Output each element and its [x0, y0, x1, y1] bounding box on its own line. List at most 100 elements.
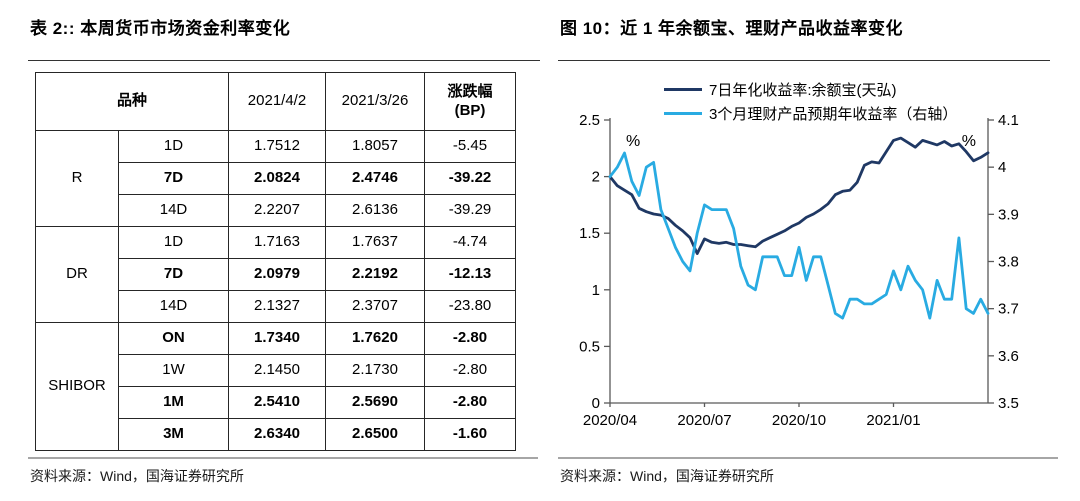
legend-item-yuebao: 7日年化收益率:余额宝(天弘): [664, 77, 957, 101]
table-row: 1M 2.5410 2.5690 -2.80: [36, 386, 516, 419]
tenor-cell: 1W: [118, 354, 229, 387]
rates-table: 品种 2021/4/2 2021/3/26 涨跌幅 (BP) R 1D 1.7512 1.805…: [35, 72, 516, 451]
y-left-tick-label: 2: [592, 169, 600, 186]
source-rule-right: [558, 457, 1058, 459]
tenor-cell: 1M: [118, 386, 229, 419]
source-text-left: 资料来源：Wind，国海证券研究所: [30, 468, 244, 484]
change-cell: -2.80: [424, 354, 516, 387]
table-row: 7D 2.0979 2.2192 -12.13: [36, 258, 516, 291]
table-row: 14D 2.2207 2.6136 -39.29: [36, 194, 516, 227]
change-cell: -4.74: [424, 226, 516, 259]
header-date-current: 2021/4/2: [228, 72, 326, 131]
value-previous-cell: 2.4746: [325, 162, 425, 195]
change-cell: -5.45: [424, 130, 516, 163]
tenor-cell: 7D: [118, 162, 229, 195]
source-text-right: 资料来源：Wind，国海证券研究所: [560, 468, 774, 484]
change-cell: -39.29: [424, 194, 516, 227]
value-current-cell: 2.6340: [228, 418, 326, 451]
legend-line-navy-icon: [664, 87, 702, 91]
value-previous-cell: 2.6500: [325, 418, 425, 451]
value-current-cell: 2.0824: [228, 162, 326, 195]
change-cell: -39.22: [424, 162, 516, 195]
value-current-cell: 1.7340: [228, 322, 326, 355]
rates-table-wrap: 品种 2021/4/2 2021/3/26 涨跌幅 (BP) R 1D 1.7512 1.805…: [35, 72, 516, 451]
x-tick-label: 2020/10: [772, 412, 826, 429]
value-current-cell: 2.2207: [228, 194, 326, 227]
group-cell-dr: DR: [35, 226, 119, 323]
y-left-tick-label: 1.5: [579, 225, 600, 242]
value-previous-cell: 1.7637: [325, 226, 425, 259]
series-line-1: [608, 151, 990, 320]
value-previous-cell: 1.8057: [325, 130, 425, 163]
yield-line-chart: 0 0.5 1 1.5 2 2.5 3.5 3.6 3.7 3.8 3.9 4 4.1 2020/04 20…: [579, 112, 1019, 429]
tenor-cell: 1D: [118, 130, 229, 163]
legend-label-yuebao: 7日年化收益率:余额宝(天弘): [709, 81, 897, 99]
value-previous-cell: 2.6136: [325, 194, 425, 227]
value-previous-cell: 2.3707: [325, 290, 425, 323]
chart-legend: 7日年化收益率:余额宝(天弘) 3个月理财产品预期年收益率（右轴）: [664, 77, 957, 125]
change-cell: -2.80: [424, 386, 516, 419]
x-tick-label: 2020/04: [583, 412, 637, 429]
change-cell: -12.13: [424, 258, 516, 291]
x-tick-label: 2020/07: [677, 412, 731, 429]
y-left-tick-label: 1: [592, 282, 600, 299]
left-axis-unit-label: %: [626, 133, 640, 150]
header-change: 涨跌幅 (BP): [424, 72, 516, 131]
group-cell-r: R: [35, 130, 119, 227]
table-row: 14D 2.1327 2.3707 -23.80: [36, 290, 516, 323]
value-current-cell: 2.0979: [228, 258, 326, 291]
table-title: 表 2:: 本周货币市场资金利率变化: [30, 19, 291, 38]
table-row: 7D 2.0824 2.4746 -39.22: [36, 162, 516, 195]
y-right-tick-label: 3.7: [998, 301, 1019, 318]
title-rule-right: [558, 60, 1050, 61]
series-line-0: [608, 136, 990, 256]
group-cell-shibor: SHIBOR: [35, 322, 119, 451]
x-tick-label: 2021/01: [866, 412, 920, 429]
value-previous-cell: 2.2192: [325, 258, 425, 291]
table-header-row: 品种 2021/4/2 2021/3/26 涨跌幅 (BP): [35, 72, 516, 131]
table-row: DR 1D 1.7163 1.7637 -4.74: [35, 226, 516, 323]
legend-line-lightblue-icon: [664, 111, 702, 115]
tenor-cell: 7D: [118, 258, 229, 291]
value-previous-cell: 1.7620: [325, 322, 425, 355]
table-row: SHIBOR ON 1.7340 1.7620 -2.80: [35, 322, 516, 451]
value-current-cell: 1.7512: [228, 130, 326, 163]
value-previous-cell: 2.5690: [325, 386, 425, 419]
change-cell: -2.80: [424, 322, 516, 355]
y-right-tick-label: 4: [998, 159, 1006, 176]
legend-label-licai: 3个月理财产品预期年收益率（右轴）: [709, 105, 958, 123]
y-left-tick-label: 0: [592, 395, 600, 412]
y-left-tick-label: 0.5: [579, 338, 600, 355]
y-right-tick-label: 3.9: [998, 206, 1019, 223]
value-current-cell: 2.1450: [228, 354, 326, 387]
tenor-cell: 14D: [118, 290, 229, 323]
change-cell: -1.60: [424, 418, 516, 451]
title-rule-left: [28, 60, 540, 61]
table-row: R 1D 1.7512 1.8057 -5.45: [35, 130, 516, 227]
y-right-tick-label: 4.1: [998, 112, 1019, 129]
change-cell: -23.80: [424, 290, 516, 323]
header-date-previous: 2021/3/26: [325, 72, 425, 131]
value-current-cell: 1.7163: [228, 226, 326, 259]
tenor-cell: ON: [118, 322, 229, 355]
y-right-tick-label: 3.6: [998, 348, 1019, 365]
source-rule-left: [28, 457, 538, 459]
tenor-cell: 1D: [118, 226, 229, 259]
value-current-cell: 2.1327: [228, 290, 326, 323]
value-current-cell: 2.5410: [228, 386, 326, 419]
legend-item-licai: 3个月理财产品预期年收益率（右轴）: [664, 101, 957, 125]
y-right-tick-label: 3.5: [998, 395, 1019, 412]
header-change-line2: (BP): [454, 101, 486, 119]
right-axis-unit-label: %: [962, 133, 976, 150]
tenor-cell: 14D: [118, 194, 229, 227]
header-variety: 品种: [35, 72, 229, 131]
value-previous-cell: 2.1730: [325, 354, 425, 387]
header-change-line1: 涨跌幅: [447, 82, 493, 100]
table-row: 3M 2.6340 2.6500 -1.60: [36, 418, 516, 451]
chart-title: 图 10：近 1 年余额宝、理财产品收益率变化: [560, 19, 904, 38]
tenor-cell: 3M: [118, 418, 229, 451]
table-row: 1W 2.1450 2.1730 -2.80: [36, 354, 516, 387]
y-right-tick-label: 3.8: [998, 254, 1019, 271]
y-left-tick-label: 2.5: [579, 112, 600, 129]
